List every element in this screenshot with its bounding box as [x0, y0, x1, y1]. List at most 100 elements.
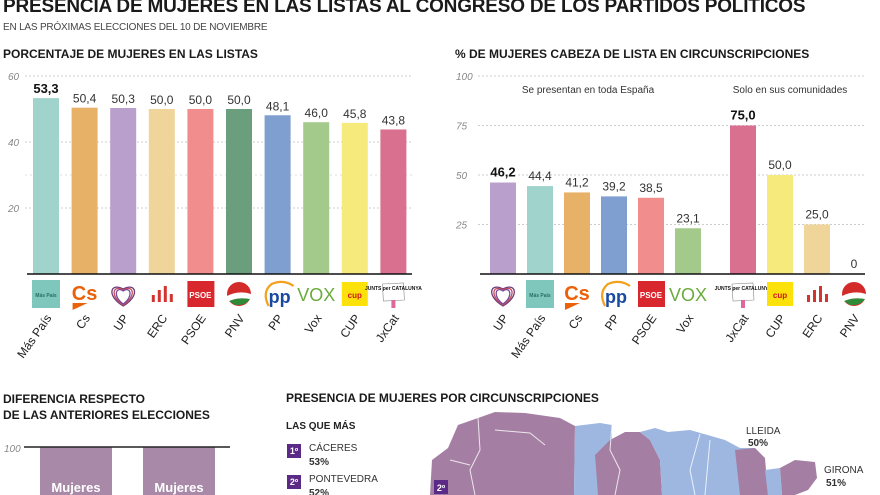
svg-text:PSOE: PSOE [189, 291, 212, 300]
chart1-category-label: Cs [73, 312, 93, 332]
page-title: PRESENCIA DE MUJERES EN LAS LISTAS AL CO… [3, 0, 806, 17]
svg-text:PSOE: PSOE [640, 291, 663, 300]
chart2-value-label: 23,1 [676, 211, 700, 225]
ranking-item-1: 1º [287, 441, 301, 459]
chart2-value-label: 0 [851, 257, 858, 271]
chart3-title-line2: DE LAS ANTERIORES ELECCIONES [3, 408, 210, 422]
logo-mspas-icon: Más País [32, 280, 60, 308]
logo-pnv-icon [842, 282, 866, 306]
chart1-value-label: 46,0 [305, 106, 329, 120]
chart1-bar [71, 107, 98, 275]
logo-cs-icon: Cs [72, 283, 98, 310]
chart2-value-label: 46,2 [490, 165, 515, 180]
logo-mspas-icon: Más País [526, 280, 554, 308]
svg-text:cup: cup [348, 291, 362, 300]
svg-text:Cs: Cs [72, 283, 98, 305]
chart1-bar [380, 129, 407, 274]
map-rank-badge-text: 2º [437, 483, 446, 493]
chart2-bar [804, 224, 830, 274]
chart1-bar [148, 109, 175, 274]
chart1-value-label: 45,8 [343, 107, 367, 121]
chart1-value-label: 50,0 [227, 93, 251, 107]
ranking-pct-2: 52% [309, 488, 330, 495]
chart2-bar [767, 175, 793, 274]
chart2-ytick: 75 [456, 122, 468, 133]
logo-pnv-icon [227, 282, 251, 306]
chart2-value-label: 75,0 [730, 108, 755, 123]
chart2-value-label: 50,0 [768, 158, 792, 172]
chart1-ytick: 60 [8, 72, 20, 83]
chart2-title: % DE MUJERES CABEZA DE LISTA EN CIRCUNSC… [455, 47, 810, 61]
chart2-svg: 25 50 75 100 Se presentan en toda España Solo… [455, 72, 866, 361]
logo-vox-icon: VOX [297, 285, 335, 305]
chart1-bar [187, 109, 214, 274]
chart2-ytick: 50 [456, 171, 468, 182]
map-pct-lleida: 50% [748, 438, 769, 449]
ranking-name-2: PONTEVEDRA [309, 474, 378, 485]
svg-text:JUNTS per CATALUNYA: JUNTS per CATALUNYA [715, 286, 772, 292]
chart1-value-label: 43,8 [382, 113, 406, 127]
chart2-bar [638, 197, 664, 274]
svg-text:pp: pp [605, 287, 627, 307]
chart1-value-label: 53,3 [33, 81, 58, 96]
chart2-bar [601, 196, 627, 274]
logo-erc-icon [807, 286, 828, 302]
chart2-ytick: 25 [455, 221, 468, 232]
chart1-value-label: 50,0 [189, 93, 213, 107]
map-region-lleida [735, 448, 768, 495]
logo-erc-icon [151, 286, 173, 302]
chart2-bar [730, 125, 756, 274]
chart1-bar [33, 98, 59, 274]
svg-text:Cs: Cs [564, 283, 590, 305]
ranking-pct-1: 53% [309, 457, 330, 468]
chart2-bar [490, 182, 516, 274]
chart1-value-label: 50,0 [150, 93, 174, 107]
chart1-bar [264, 115, 291, 275]
chart1-bar [226, 109, 252, 274]
ranking-title: LAS QUE MÁS [286, 421, 356, 432]
logo-cs-icon: Cs [564, 283, 590, 310]
chart2-value-label: 25,0 [805, 208, 829, 222]
chart1-title: PORCENTAJE DE MUJERES EN LAS LISTAS [3, 47, 258, 61]
chart2-bar [527, 186, 553, 274]
rank-badge: 2º [287, 475, 301, 489]
page-subtitle: EN LAS PRÓXIMAS ELECCIONES DEL 10 DE NOV… [3, 22, 268, 33]
chart1-bar [303, 122, 330, 274]
map-section-title: PRESENCIA DE MUJERES POR CIRCUNSCRIPCION… [286, 391, 599, 405]
svg-text:JUNTS per CATALUNYA: JUNTS per CATALUNYA [365, 286, 422, 292]
chart1-bar [341, 122, 368, 274]
chart2-group-label-national: Se presentan en toda España [522, 85, 655, 96]
chart3-title-line1: DIFERENCIA RESPECTO [3, 392, 146, 406]
ranking-name-1: CÁCERES [309, 443, 358, 454]
map-region-blue-3 [765, 468, 782, 495]
chart3-bar-0 [40, 447, 112, 495]
chart2-value-label: 41,2 [565, 175, 589, 189]
chart3-bar-label-0: Mujeres [51, 480, 100, 495]
svg-text:Más País: Más País [35, 293, 57, 299]
chart2-value-label: 38,5 [639, 181, 663, 195]
chart2-bar [564, 192, 590, 274]
map-region-blue-2 [640, 428, 755, 495]
logo-pp-icon: pp [264, 280, 295, 307]
logo-up-icon [111, 286, 136, 307]
map-pct-girona: 51% [826, 478, 847, 489]
chart3-bar-1 [143, 447, 215, 495]
chart2-value-label: 44,4 [528, 169, 552, 183]
map-label-lleida: LLEIDA [746, 426, 781, 437]
logo-pp-icon: pp [601, 280, 631, 307]
logo-cup-icon: cup [767, 282, 793, 306]
logo-psoe-icon: PSOE [638, 281, 665, 307]
chart3-svg: 100 Mujeres Mujeres [4, 444, 230, 495]
ranking-item-2: 2º [287, 472, 301, 490]
logo-jxcat-icon: JUNTS per CATALUNYA [365, 282, 422, 308]
map-label-girona: GIRONA [824, 465, 864, 476]
logo-up-icon [491, 286, 515, 307]
chart1-ytick: 20 [7, 204, 20, 215]
chart1-value-label: 48,1 [266, 99, 290, 113]
logo-cup-icon: cup [341, 282, 368, 306]
chart1-value-label: 50,4 [73, 92, 97, 106]
chart2-category-label: Cs [566, 312, 586, 332]
map-region-purple-2 [595, 432, 662, 495]
chart1-ytick: 40 [8, 138, 20, 149]
